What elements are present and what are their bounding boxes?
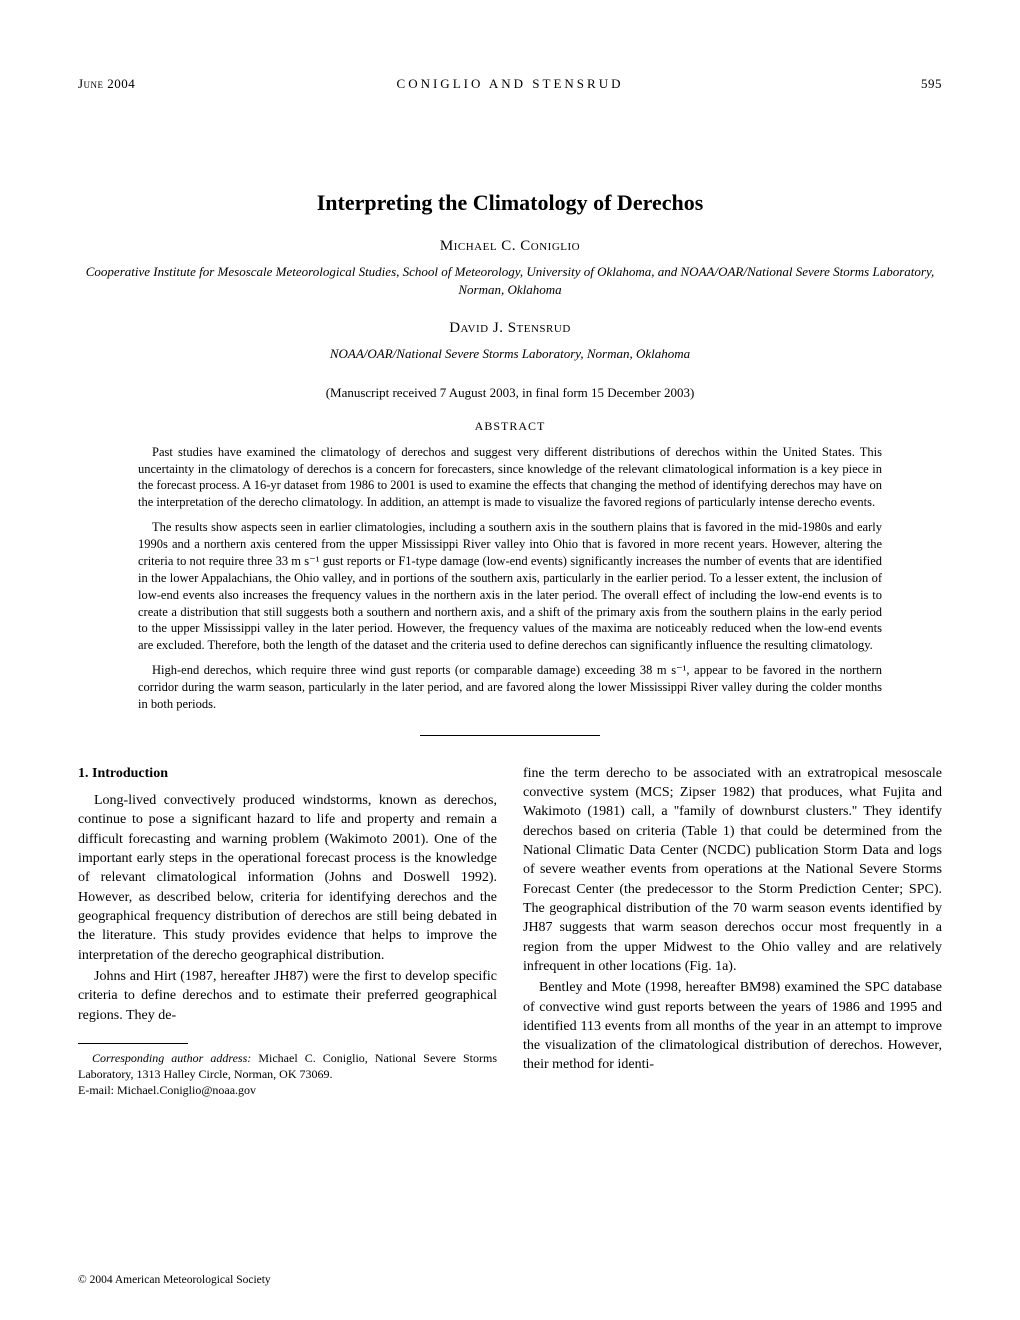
author-affiliation-1: Cooperative Institute for Mesoscale Mete…	[78, 263, 942, 298]
article-title: Interpreting the Climatology of Derechos	[78, 190, 942, 216]
footnote-rule	[78, 1043, 188, 1044]
section-separator	[420, 735, 600, 736]
footnote-email: Michael.Coniglio@noaa.gov	[117, 1083, 256, 1097]
copyright-notice: © 2004 American Meteorological Society	[78, 1274, 271, 1286]
corresponding-author-footnote: Corresponding author address: Michael C.…	[78, 1050, 497, 1099]
abstract-label: ABSTRACT	[78, 419, 942, 434]
body-paragraph: Johns and Hirt (1987, hereafter JH87) we…	[78, 967, 497, 1025]
body-paragraph: Long-lived convectively produced windsto…	[78, 791, 497, 965]
header-page-number: 595	[921, 76, 942, 92]
manuscript-date: (Manuscript received 7 August 2003, in f…	[78, 385, 942, 401]
author-name-1: Michael C. Coniglio	[78, 238, 942, 255]
section-heading-introduction: 1. Introduction	[78, 764, 497, 783]
body-paragraph: Bentley and Mote (1998, hereafter BM98) …	[523, 978, 942, 1075]
abstract-paragraph-3: High-end derechos, which require three w…	[138, 662, 882, 713]
header-date: June 2004	[78, 76, 135, 92]
author-name-2: David J. Stensrud	[78, 320, 942, 337]
abstract-paragraph-1: Past studies have examined the climatolo…	[138, 444, 882, 512]
header-authors: CONIGLIO AND STENSRUD	[397, 76, 624, 92]
body-columns: 1. Introduction Long-lived convectively …	[78, 764, 942, 1099]
body-paragraph: fine the term derecho to be associated w…	[523, 764, 942, 976]
right-column: fine the term derecho to be associated w…	[523, 764, 942, 1099]
running-header: June 2004 CONIGLIO AND STENSRUD 595	[78, 76, 942, 92]
footnote-label: Corresponding author address:	[92, 1051, 251, 1065]
left-column: 1. Introduction Long-lived convectively …	[78, 764, 497, 1099]
footnote-email-label: E-mail:	[78, 1083, 117, 1097]
abstract-paragraph-2: The results show aspects seen in earlier…	[138, 519, 882, 654]
author-affiliation-2: NOAA/OAR/National Severe Storms Laborato…	[78, 345, 942, 363]
